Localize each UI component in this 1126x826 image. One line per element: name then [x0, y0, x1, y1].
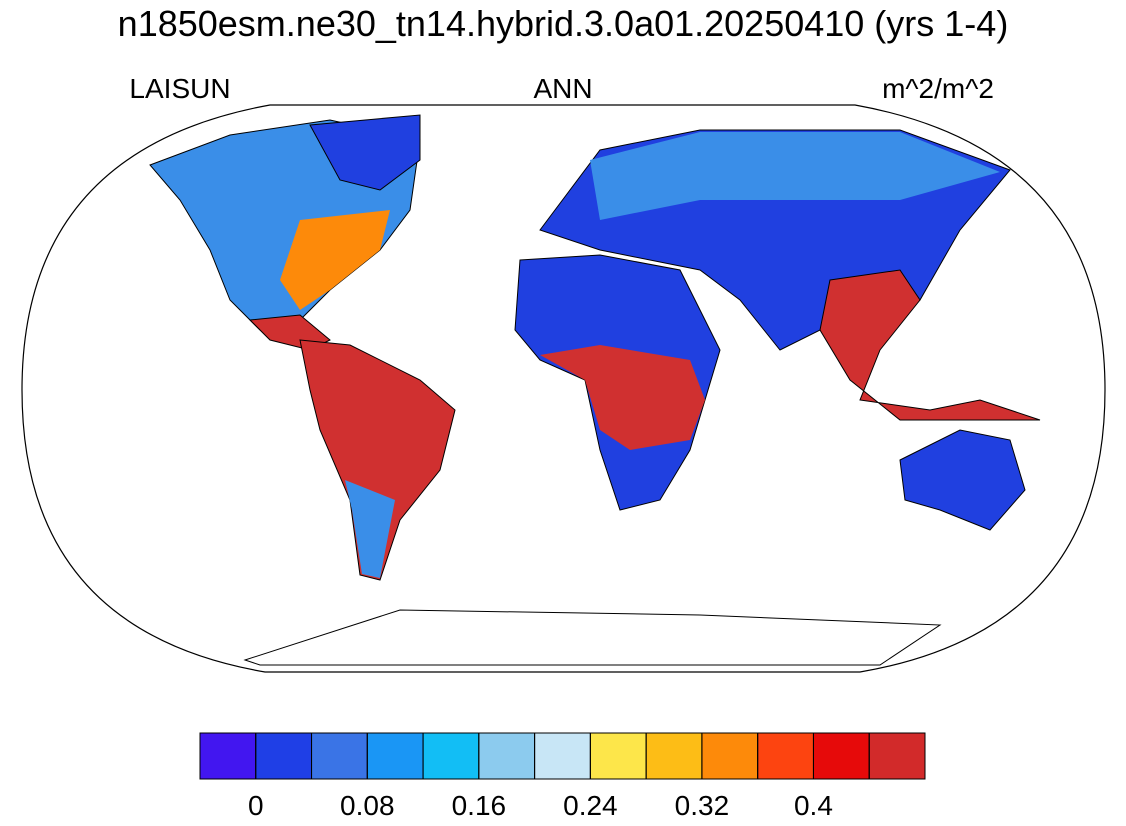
- southeast-asia: [819, 269, 1041, 421]
- colorbar: 0 0.08 0.16 0.24 0.32 0.4: [199, 732, 926, 821]
- antarctica: [243, 609, 942, 666]
- left-subtitle: LAISUN: [129, 73, 230, 104]
- right-subtitle: m^2/m^2: [882, 73, 994, 104]
- australia: [899, 429, 1026, 531]
- colorbar-tick-label: 0.08: [340, 790, 395, 821]
- title: n1850esm.ne30_tn14.hybrid.3.0a01.2025041…: [118, 3, 1009, 44]
- colorbar-box: [701, 732, 759, 780]
- south-america: [299, 339, 456, 581]
- colorbar-tick-label: 0.32: [675, 790, 730, 821]
- colorbar-box: [478, 732, 536, 780]
- center-subtitle: ANN: [533, 73, 592, 104]
- south-america-south: [345, 480, 395, 578]
- colorbar-tick-label: 0: [248, 790, 264, 821]
- africa-central: [540, 345, 705, 450]
- colorbar-box: [868, 732, 926, 780]
- eurasia-north: [590, 132, 1000, 220]
- colorbar-box: [589, 732, 647, 780]
- colorbar-box: [199, 732, 257, 780]
- colorbar-box: [366, 732, 424, 780]
- colorbar-box: [422, 732, 480, 780]
- map: [21, 104, 1106, 673]
- colorbar-box: [645, 732, 703, 780]
- colorbar-box: [757, 732, 814, 780]
- colorbar-box: [255, 732, 313, 780]
- colorbar-box: [534, 732, 591, 780]
- colorbar-box: [812, 732, 870, 780]
- greenland: [309, 114, 421, 191]
- map-border: [21, 104, 1106, 673]
- colorbar-tick-label: 0.24: [563, 790, 618, 821]
- colorbar-tick-label: 0.4: [794, 790, 833, 821]
- north-america-east: [280, 210, 390, 310]
- colorbar-box: [311, 732, 368, 780]
- colorbar-tick-label: 0.16: [452, 790, 507, 821]
